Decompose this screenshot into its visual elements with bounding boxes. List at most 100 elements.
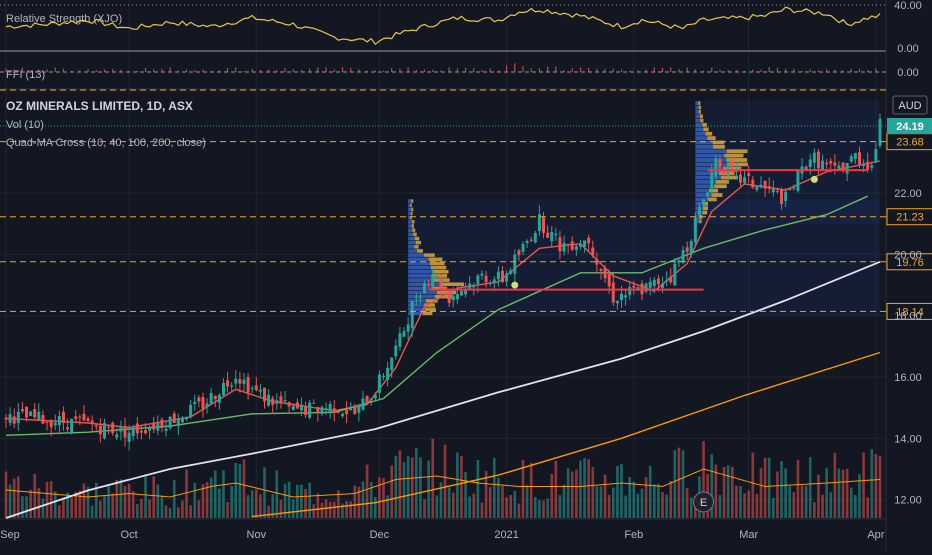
candle-body xyxy=(862,163,866,167)
volume-profile-bar xyxy=(431,274,448,278)
volume-profile-bar xyxy=(408,299,426,303)
ffi-bar xyxy=(30,70,32,72)
candle-body xyxy=(665,280,669,282)
candle-body xyxy=(139,430,143,433)
volume-bar xyxy=(492,458,496,518)
volume-profile-bar xyxy=(408,286,432,291)
candle-body xyxy=(221,382,225,395)
volume-bar xyxy=(148,499,151,518)
volume-profile-bar xyxy=(695,166,723,171)
ffi-bar xyxy=(842,70,844,72)
volume-bar xyxy=(554,460,558,518)
volume-bar xyxy=(484,471,488,518)
candle-body xyxy=(603,268,607,279)
volume-bar xyxy=(218,488,221,518)
volume-bar xyxy=(505,497,508,518)
ffi-bar xyxy=(144,68,147,72)
volume-bar xyxy=(45,481,49,518)
volume-bar xyxy=(845,468,849,518)
volume-bar xyxy=(644,477,648,518)
volume-profile-bar xyxy=(695,105,699,110)
candle-body xyxy=(611,282,615,303)
volume-bar xyxy=(730,466,734,518)
volume-profile-bar xyxy=(408,253,425,257)
volume-profile-bar xyxy=(708,197,717,202)
ffi-bar xyxy=(579,67,582,72)
volume-bar xyxy=(460,456,463,518)
volume-profile-zone-0 xyxy=(408,199,880,316)
volume-bar xyxy=(583,458,586,518)
candle-body xyxy=(574,246,578,250)
candle-body xyxy=(738,174,742,183)
ffi-bar xyxy=(5,68,7,72)
ffi-bar xyxy=(694,69,696,72)
volume-bar xyxy=(21,496,24,518)
candle-body xyxy=(4,417,8,420)
volume-bar xyxy=(849,487,853,518)
relative-strength-line xyxy=(5,6,881,46)
candle-body xyxy=(771,188,775,193)
volume-bar xyxy=(488,487,492,518)
ffi-bar xyxy=(743,70,746,72)
volume-bar xyxy=(312,504,316,518)
volume-bar xyxy=(841,469,845,518)
ffi-bar xyxy=(645,69,647,72)
volume-bar xyxy=(4,471,8,518)
ffi-bar xyxy=(226,68,229,72)
volume-bar xyxy=(542,500,545,518)
ffi-bar xyxy=(809,69,811,72)
volume-bar xyxy=(878,455,882,518)
volume-bar xyxy=(140,499,143,518)
volume-bar xyxy=(624,495,627,518)
candle-body xyxy=(234,378,238,384)
volume-bar xyxy=(308,482,311,518)
candle-body xyxy=(107,426,111,428)
time-tick-label-1: Oct xyxy=(121,529,138,541)
candle-body xyxy=(689,240,693,254)
candle-body xyxy=(423,283,427,294)
volume-profile-bar xyxy=(408,290,437,295)
candle-body xyxy=(345,409,349,415)
candle-body xyxy=(119,425,123,432)
volume-bar xyxy=(255,489,258,518)
candle-body xyxy=(669,276,673,283)
legend-volume[interactable]: Vol (10) xyxy=(6,119,44,131)
volume-bar xyxy=(12,478,16,518)
volume-bar xyxy=(776,471,779,518)
volume-bar xyxy=(525,485,529,518)
candle-body xyxy=(74,416,78,420)
volume-bar xyxy=(616,466,619,518)
candle-body xyxy=(821,160,825,170)
candle-body xyxy=(291,405,295,410)
volume-profile-bar xyxy=(408,224,412,228)
volume-bar xyxy=(603,474,607,518)
candle-body xyxy=(61,411,65,423)
candle-body xyxy=(111,422,115,434)
price-axis[interactable]: 23.68 21.23 19.76 18.14 24.19 12.00 14.00 16.00… xyxy=(886,0,932,507)
candle-body xyxy=(480,273,484,276)
time-axis[interactable]: Sep Oct Nov Dec 2021 Feb Mar Apr xyxy=(0,529,885,541)
volume-bar xyxy=(456,452,459,518)
candle-body xyxy=(570,241,574,250)
ffi-bar xyxy=(317,67,319,72)
candle-body xyxy=(267,394,271,406)
volume-bar xyxy=(156,484,160,518)
legend-quad-ma-cross[interactable]: Quad-MA Cross (10, 40, 100, 200, close) xyxy=(6,137,206,149)
volume-bar xyxy=(443,444,447,518)
volume-bar xyxy=(131,491,135,518)
volume-profile-bar xyxy=(411,224,415,228)
volume-profile-bar xyxy=(720,175,738,180)
candle-body xyxy=(661,283,665,288)
volume-profile-bar xyxy=(695,158,727,162)
volume-profile-bar xyxy=(424,307,436,311)
currency-badge[interactable]: AUD xyxy=(892,95,928,115)
candle-body xyxy=(230,385,234,387)
chart-title[interactable]: OZ MINERALS LIMITED, 1D, ASX xyxy=(6,99,193,113)
candle-body xyxy=(710,172,714,191)
candle-body xyxy=(812,152,816,163)
volume-profile-bar xyxy=(695,118,701,123)
ffi-bar xyxy=(399,68,401,72)
volume-bar xyxy=(8,484,12,518)
candle-body xyxy=(652,279,656,286)
